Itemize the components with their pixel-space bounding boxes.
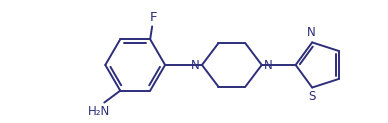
Text: N: N bbox=[264, 59, 272, 72]
Text: H₂N: H₂N bbox=[88, 106, 111, 118]
Text: S: S bbox=[308, 91, 316, 103]
Text: F: F bbox=[149, 11, 157, 24]
Text: N: N bbox=[307, 26, 315, 39]
Text: N: N bbox=[191, 59, 200, 72]
